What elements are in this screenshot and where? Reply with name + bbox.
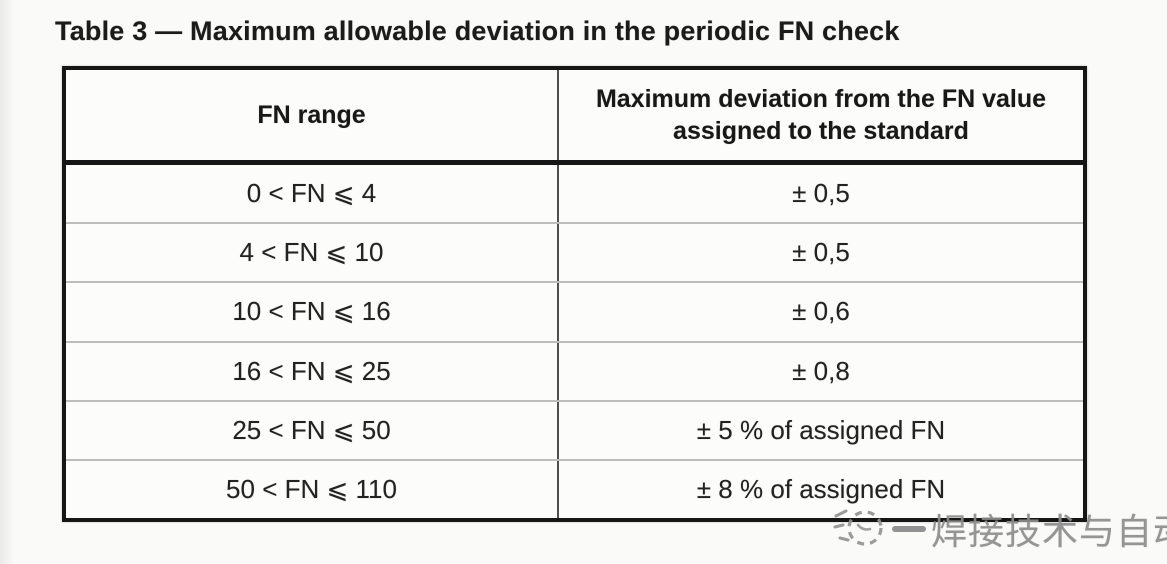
watermark-dash [892,525,926,532]
deviation-value: ± 5 % of assigned FN [696,414,946,445]
deviation-value: ± 0,8 [792,355,850,386]
fn-range-value: 16 < FN ⩽ 25 [66,342,559,400]
table-header-row: FN range Maximum deviation from the FN v… [66,70,1083,165]
deviation-value: ± 0,5 [792,178,850,209]
table-row: 50 < FN ⩽ 110 ± 8 % of assigned FN [66,458,1083,519]
fn-deviation-table: FN range Maximum deviation from the FN v… [62,66,1087,522]
fn-range-value: 10 < FN ⩽ 16 [66,283,559,341]
deviation-value: ± 8 % of assigned FN [696,473,946,504]
table-row: 0 < FN ⩽ 4 ± 0,5 [66,165,1083,223]
watermark-text: 焊接技术与自动化 [931,510,1167,552]
table-row: 4 < FN ⩽ 10 ± 0,5 [66,222,1083,282]
table-caption: Table 3 — Maximum allowable deviation in… [55,16,900,46]
deviation-value: ± 0,5 [792,237,850,268]
publisher-watermark: 焊接技术与自动化 [832,500,1167,557]
table-row: 25 < FN ⩽ 50 ± 5 % of assigned FN [66,399,1083,459]
fn-range-value: 25 < FN ⩽ 50 [66,401,559,459]
column-header-max-deviation: Maximum deviation from the FN value assi… [595,85,1047,145]
column-header-fn-range: FN range [66,70,559,160]
table-row: 16 < FN ⩽ 25 ± 0,8 [66,340,1083,400]
fn-range-value: 50 < FN ⩽ 110 [66,460,559,519]
table-row: 10 < FN ⩽ 16 ± 0,6 [66,281,1083,341]
dashed-circle-logo-icon [832,500,890,557]
fn-range-value: 0 < FN ⩽ 4 [66,165,559,223]
deviation-value: ± 0,6 [792,296,850,327]
fn-range-value: 4 < FN ⩽ 10 [66,224,559,282]
